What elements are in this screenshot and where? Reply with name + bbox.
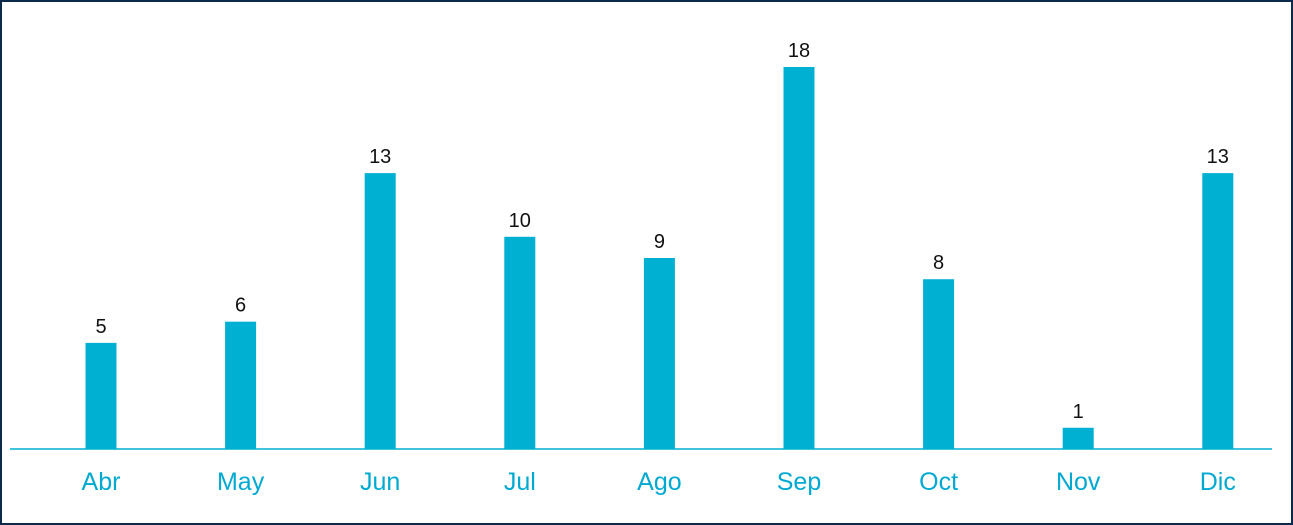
x-tick-label: Ago: [637, 468, 681, 496]
x-tick-label: Abr: [82, 468, 121, 496]
x-tick-label: Oct: [919, 468, 958, 496]
x-tick-label: May: [217, 468, 265, 496]
bar: [783, 67, 815, 449]
x-tick-label: Dic: [1200, 468, 1236, 496]
bar: [364, 173, 396, 449]
value-label: 13: [369, 146, 391, 168]
bar: [225, 321, 257, 449]
value-label: 18: [788, 40, 810, 62]
bar: [504, 236, 536, 449]
value-label: 6: [235, 295, 246, 317]
value-label: 9: [654, 231, 665, 253]
x-tick-label: Jul: [504, 468, 536, 496]
bar: [1062, 427, 1094, 449]
value-label: 10: [509, 210, 531, 232]
value-label: 1: [1073, 401, 1084, 423]
bar: [1202, 173, 1234, 449]
bar: [643, 258, 675, 449]
bar: [85, 342, 117, 449]
value-label: 5: [95, 316, 106, 338]
x-tick-label: Jun: [360, 468, 400, 496]
x-tick-label: Nov: [1056, 468, 1101, 496]
bar: [923, 279, 955, 449]
value-label: 8: [933, 252, 944, 274]
x-tick-label: Sep: [777, 468, 821, 496]
value-label: 13: [1207, 146, 1229, 168]
